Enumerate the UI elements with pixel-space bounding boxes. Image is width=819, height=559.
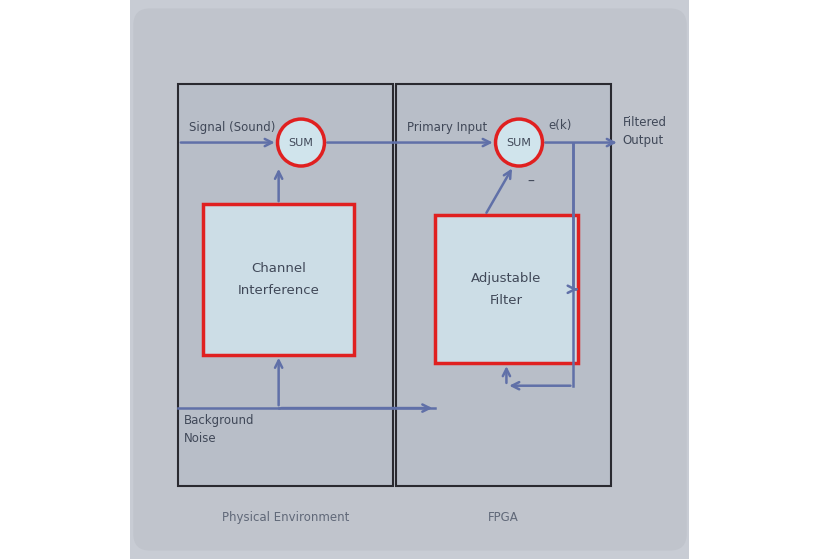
FancyBboxPatch shape [122, 0, 697, 559]
Bar [396, 84, 610, 486]
Text: Physical Environment: Physical Environment [222, 511, 349, 524]
Text: SUM: SUM [506, 138, 531, 148]
Text: FPGA: FPGA [487, 511, 518, 524]
Text: Primary Input: Primary Input [407, 121, 486, 134]
Bar [203, 204, 354, 355]
Circle shape [495, 119, 542, 166]
Text: Signal (Sound): Signal (Sound) [189, 121, 275, 134]
Text: Background
Noise: Background Noise [183, 414, 254, 444]
Text: Channel
Interference: Channel Interference [238, 262, 319, 297]
Bar [178, 84, 393, 486]
Circle shape [277, 119, 324, 166]
Text: SUM: SUM [288, 138, 313, 148]
FancyBboxPatch shape [133, 8, 686, 551]
Bar [435, 215, 577, 363]
Text: e(k): e(k) [547, 120, 571, 132]
FancyBboxPatch shape [117, 0, 702, 559]
Text: –: – [527, 174, 534, 188]
Text: Adjustable
Filter: Adjustable Filter [471, 272, 541, 307]
Text: Filtered
Output: Filtered Output [622, 116, 666, 147]
